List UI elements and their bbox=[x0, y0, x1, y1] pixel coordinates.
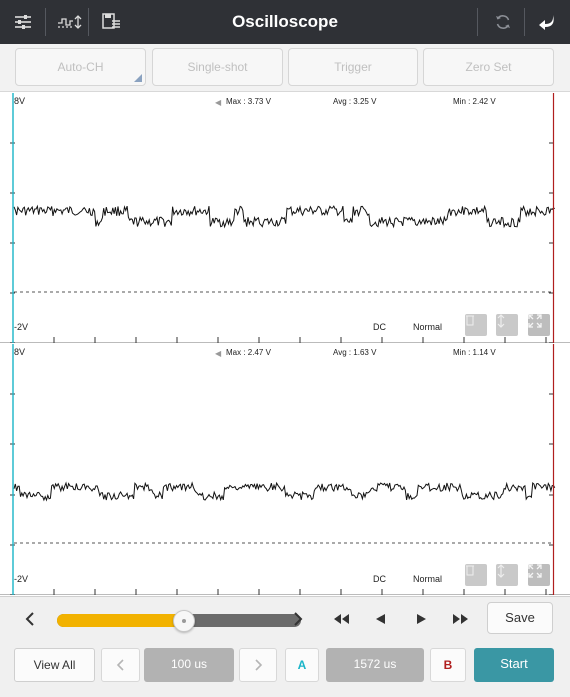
fast-forward-icon[interactable] bbox=[448, 607, 474, 631]
channel-2-min: Min : 1.14 V bbox=[453, 348, 496, 357]
cursor-delta-value: 1572 us bbox=[326, 648, 424, 682]
channel-2-mode: Normal bbox=[413, 574, 443, 584]
step-forward-icon[interactable] bbox=[410, 607, 434, 631]
save-file-icon[interactable] bbox=[96, 6, 126, 38]
dropdown-corner-icon bbox=[134, 74, 142, 82]
timebase-value: 100 us bbox=[144, 648, 234, 682]
max-marker-icon: ◀ bbox=[215, 349, 222, 358]
channel-1-coupling: DC bbox=[373, 322, 386, 332]
chevron-right-icon bbox=[255, 659, 263, 671]
control-bar: Save View All 100 us A 1572 us B Start bbox=[0, 596, 570, 697]
refresh-icon[interactable] bbox=[488, 6, 518, 38]
channel-1-max: Max : 3.73 V bbox=[226, 97, 271, 106]
toolbar-divider bbox=[524, 8, 525, 36]
cursor-a-button[interactable]: A bbox=[285, 648, 319, 682]
time-slider-knob[interactable] bbox=[172, 610, 195, 632]
auto-ch-label: Auto-CH bbox=[57, 60, 104, 74]
channel-2-plot[interactable] bbox=[0, 344, 570, 595]
slider-right-icon[interactable] bbox=[286, 607, 310, 631]
zero-set-button[interactable]: Zero Set bbox=[423, 48, 554, 86]
timebase-decrease-button[interactable] bbox=[101, 648, 140, 682]
timebase-increase-button[interactable] bbox=[239, 648, 277, 682]
trigger-button[interactable]: Trigger bbox=[288, 48, 418, 86]
waveform-trace bbox=[13, 204, 556, 229]
time-slider-fill bbox=[57, 614, 184, 627]
channel-1-mode: Normal bbox=[413, 322, 443, 332]
channel-1-avg: Avg : 3.25 V bbox=[333, 97, 377, 106]
title-bar: Oscilloscope bbox=[0, 0, 570, 44]
sliders-icon[interactable] bbox=[8, 6, 38, 38]
channel-2-max: Max : 2.47 V bbox=[226, 348, 271, 357]
delete-icon[interactable] bbox=[465, 314, 487, 336]
channel-2-top-scale: 8V bbox=[14, 347, 26, 357]
fullscreen-icon[interactable] bbox=[528, 314, 550, 336]
channel-2-avg: Avg : 1.63 V bbox=[333, 348, 377, 357]
mode-bar: Auto-CH Single-shot Trigger Zero Set bbox=[0, 44, 570, 92]
channel-1-top-scale: 8V bbox=[14, 96, 26, 106]
max-marker-icon: ◀ bbox=[215, 98, 222, 107]
chevron-left-icon bbox=[116, 659, 124, 671]
toolbar-divider bbox=[45, 8, 46, 36]
channel-1-panel[interactable]: 8V ◀ Max : 3.73 V Avg : 3.25 V Min : 2.4… bbox=[0, 93, 570, 343]
toolbar-divider bbox=[88, 8, 89, 36]
page-title: Oscilloscope bbox=[232, 12, 338, 31]
channel-1-bottom-scale: -2V bbox=[14, 322, 29, 332]
back-icon[interactable] bbox=[532, 6, 562, 38]
channel-2-coupling: DC bbox=[373, 574, 386, 584]
channel-1-min: Min : 2.42 V bbox=[453, 97, 496, 106]
save-button[interactable]: Save bbox=[487, 602, 553, 634]
channel-2-bottom-scale: -2V bbox=[14, 574, 29, 584]
channel-1-plot[interactable] bbox=[0, 93, 570, 343]
fast-rewind-icon[interactable] bbox=[328, 607, 354, 631]
delete-icon[interactable] bbox=[465, 564, 487, 586]
waveform-settings-icon[interactable] bbox=[55, 6, 85, 38]
toolbar-divider bbox=[477, 8, 478, 36]
step-back-icon[interactable] bbox=[368, 607, 392, 631]
vertical-move-icon[interactable] bbox=[496, 314, 518, 336]
view-all-button[interactable]: View All bbox=[14, 648, 95, 682]
channel-2-panel[interactable]: 8V ◀ Max : 2.47 V Avg : 1.63 V Min : 1.1… bbox=[0, 344, 570, 595]
vertical-move-icon[interactable] bbox=[496, 564, 518, 586]
waveform-trace bbox=[13, 481, 556, 502]
slider-left-icon[interactable] bbox=[18, 607, 42, 631]
fullscreen-icon[interactable] bbox=[528, 564, 550, 586]
auto-ch-button[interactable]: Auto-CH bbox=[15, 48, 146, 86]
start-button[interactable]: Start bbox=[474, 648, 554, 682]
single-shot-button[interactable]: Single-shot bbox=[152, 48, 283, 86]
cursor-b-button[interactable]: B bbox=[430, 648, 466, 682]
